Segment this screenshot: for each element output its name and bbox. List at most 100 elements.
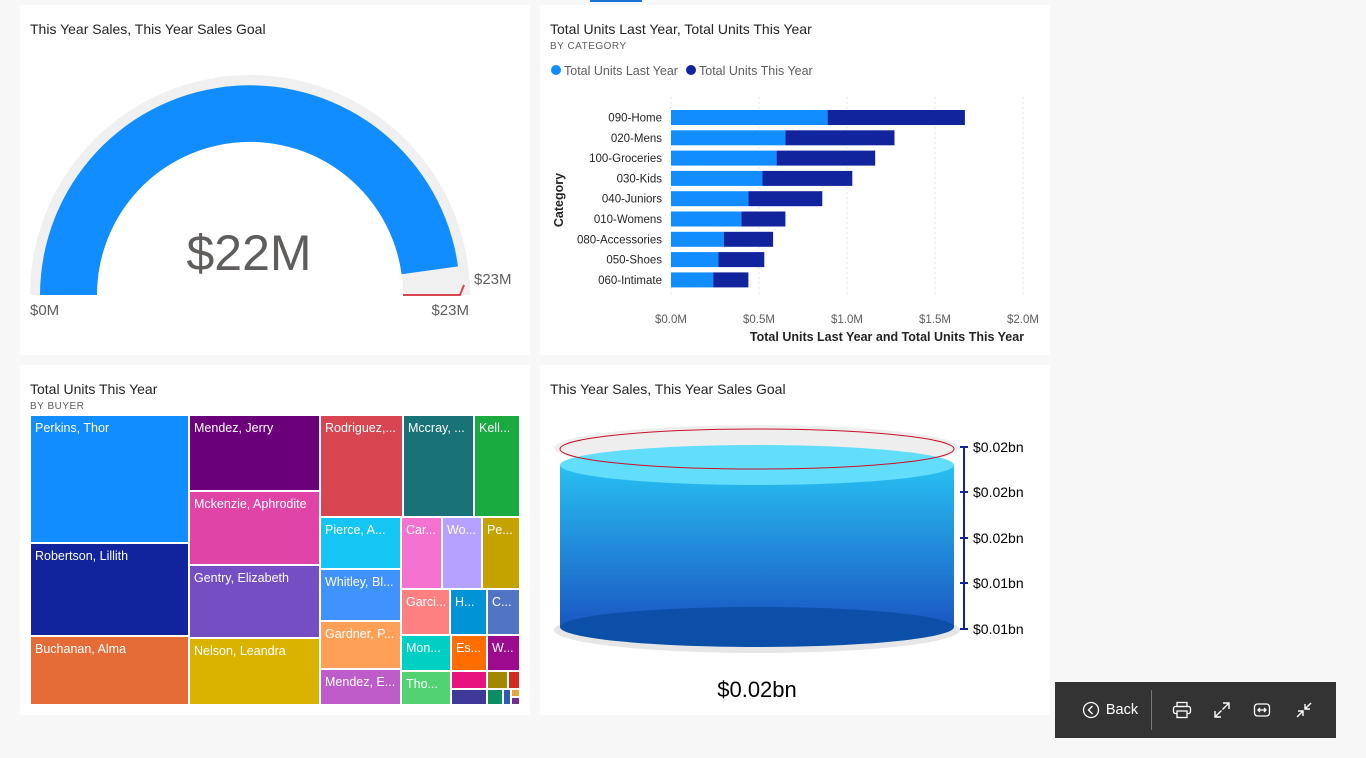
- bar-x-tick-label: $0.0M: [655, 314, 687, 326]
- treemap-cell[interactable]: Mccray, ...: [403, 415, 474, 517]
- treemap-small-cell[interactable]: [508, 671, 520, 689]
- bar-category-label: 050-Shoes: [606, 255, 662, 267]
- bar-last-year: [671, 130, 786, 146]
- treemap-cell[interactable]: Gardner, P...: [320, 621, 401, 669]
- treemap-cell[interactable]: Car...: [401, 517, 442, 589]
- bar-category-labels: 090-Home 020-Mens 100-Groceries 030-Kids 040…: [577, 113, 662, 287]
- treemap-card[interactable]: Total Units This Year BY BUYER Perkins, …: [20, 365, 530, 715]
- gauge-title: This Year Sales, This Year Sales Goal: [30, 21, 266, 37]
- exit-focus-button[interactable]: [1289, 682, 1319, 738]
- treemap-cell-label: Buchanan, Alma: [35, 642, 127, 656]
- cylinder-axis-label: $0.02bn: [973, 530, 1024, 546]
- fullscreen-button[interactable]: [1207, 682, 1237, 738]
- bar-chart-card[interactable]: Total Units Last Year, Total Units This …: [540, 5, 1050, 355]
- treemap-cell[interactable]: Mendez, Jerry: [189, 415, 320, 491]
- treemap-cell[interactable]: Nelson, Leandra: [189, 638, 320, 705]
- treemap-cell-label: Tho...: [406, 677, 438, 691]
- bar-category-label: 030-Kids: [617, 173, 663, 185]
- treemap-small-cell[interactable]: [511, 689, 520, 697]
- cylinder-axis-label: $0.01bn: [973, 621, 1024, 637]
- bar-x-tick-label: $1.5M: [919, 314, 951, 326]
- gauge-card[interactable]: This Year Sales, This Year Sales Goal $2…: [20, 5, 530, 355]
- legend-swatch-this-year: [686, 65, 696, 75]
- treemap-cell[interactable]: W...: [487, 635, 520, 671]
- treemap-small-cell[interactable]: [511, 697, 520, 705]
- treemap-small-cell[interactable]: [451, 671, 487, 689]
- bar-last-year: [671, 110, 828, 125]
- treemap-cell[interactable]: Gentry, Elizabeth: [189, 565, 320, 638]
- collapse-icon: [1296, 702, 1312, 718]
- bar-this-year: [762, 170, 853, 186]
- bar-category-label: 080-Accessories: [577, 234, 662, 246]
- treemap-small-cell[interactable]: [487, 671, 508, 689]
- treemap-small-cell[interactable]: [451, 689, 487, 705]
- treemap-cell[interactable]: Pe...: [482, 517, 520, 589]
- treemap-cell[interactable]: Garci...: [401, 589, 450, 635]
- bar-this-year: [827, 110, 965, 125]
- treemap-cell-label: Mendez, E...: [325, 675, 396, 689]
- cylinder-title: This Year Sales, This Year Sales Goal: [550, 381, 786, 397]
- treemap-cell[interactable]: Mon...: [401, 635, 451, 671]
- bar-x-tick-label: $2.0M: [1007, 314, 1039, 326]
- treemap-small-cell[interactable]: [487, 689, 503, 705]
- treemap-cell[interactable]: Wo...: [442, 517, 482, 589]
- treemap-cell[interactable]: Tho...: [401, 671, 451, 705]
- treemap-cell-label: C...: [492, 595, 512, 609]
- treemap-cell-label: Garci...: [406, 595, 447, 609]
- active-page-indicator: [590, 0, 642, 2]
- treemap-cell-label: Mon...: [406, 641, 441, 655]
- bar-category-label: 010-Womens: [594, 214, 662, 226]
- treemap-cell-label: Whitley, Bl...: [325, 575, 394, 589]
- bar-last-year: [671, 272, 714, 288]
- bar-chart: Total Units Last Year Total Units This Y…: [551, 64, 1039, 344]
- bar-category-label: 020-Mens: [611, 133, 662, 145]
- legend-label-last-year[interactable]: Total Units Last Year: [564, 64, 678, 78]
- treemap-cell[interactable]: Buchanan, Alma: [30, 636, 189, 705]
- back-button[interactable]: Back: [1067, 682, 1153, 738]
- bar-category-label: 100-Groceries: [589, 153, 662, 165]
- gauge-min-label: $0M: [30, 302, 59, 319]
- treemap-cell[interactable]: Perkins, Thor: [30, 415, 189, 543]
- bar-last-year: [671, 231, 724, 247]
- gauge-target-label: $23M: [474, 271, 512, 288]
- gauge-chart: $22M $0M $23M $23M: [30, 74, 512, 319]
- treemap-cell[interactable]: Kell...: [474, 415, 520, 517]
- bar-this-year: [723, 231, 774, 247]
- bar-this-year: [741, 211, 786, 227]
- treemap-small-cell[interactable]: [503, 689, 511, 705]
- cylinder-card[interactable]: This Year Sales, This Year Sales Goal $0…: [540, 365, 1050, 715]
- fit-width-button[interactable]: [1247, 682, 1277, 738]
- treemap-cell[interactable]: Pierce, A...: [320, 517, 401, 569]
- gauge-value-label: $22M: [186, 225, 311, 281]
- cylinder-target-ring: [559, 428, 955, 470]
- bar-x-tick-label: $0.5M: [743, 314, 775, 326]
- treemap-cell-label: Mendez, Jerry: [194, 421, 274, 435]
- bar-last-year: [671, 211, 742, 227]
- bar-last-year: [671, 252, 719, 268]
- expand-icon: [1214, 702, 1230, 718]
- treemap-cell[interactable]: Mendez, E...: [320, 669, 401, 705]
- legend-label-this-year[interactable]: Total Units This Year: [699, 64, 813, 78]
- bar-this-year: [713, 272, 749, 288]
- treemap-cell[interactable]: C...: [487, 589, 520, 635]
- treemap-cell[interactable]: Es...: [451, 635, 487, 671]
- treemap-cell[interactable]: Mckenzie, Aphrodite: [189, 491, 320, 565]
- treemap-cell-label: Gentry, Elizabeth: [194, 571, 289, 585]
- treemap-cell-label: W...: [492, 641, 514, 655]
- bar-chart-subtitle: BY CATEGORY: [550, 41, 627, 52]
- print-button[interactable]: [1167, 682, 1197, 738]
- toolbar-divider: [1151, 690, 1152, 730]
- treemap-cell[interactable]: Rodriguez,...: [320, 415, 403, 517]
- cylinder-value-label: $0.02bn: [717, 677, 797, 702]
- treemap-subtitle: BY BUYER: [30, 401, 85, 412]
- cylinder-base: [560, 607, 954, 647]
- treemap-cell[interactable]: Whitley, Bl...: [320, 569, 401, 621]
- bar-this-year: [776, 150, 876, 166]
- bar-x-axis-label: Total Units Last Year and Total Units Th…: [750, 330, 1024, 344]
- focus-mode-toolbar: Back: [1055, 682, 1336, 738]
- treemap-cell[interactable]: H...: [450, 589, 487, 635]
- treemap-cell[interactable]: Robertson, Lillith: [30, 543, 189, 636]
- bar-x-ticks: $0.0M $0.5M $1.0M $1.5M $2.0M: [655, 314, 1039, 326]
- treemap-cell-label: Nelson, Leandra: [194, 644, 286, 658]
- bar-y-axis-label: Category: [552, 173, 566, 227]
